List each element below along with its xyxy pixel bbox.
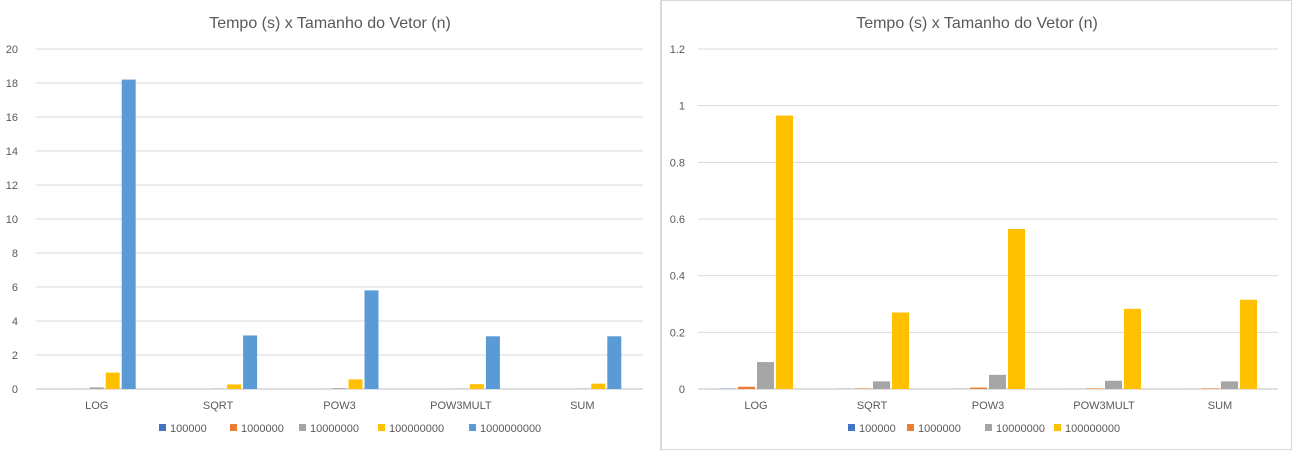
- y-tick-label: 1.2: [670, 44, 685, 56]
- legend-swatch: [230, 424, 237, 431]
- bar: [757, 362, 774, 389]
- chart-title: Tempo (s) x Tamanho do Vetor (n): [209, 15, 451, 32]
- legend-swatch: [299, 424, 306, 431]
- y-tick-label: 0: [12, 384, 18, 396]
- chart-panel-left: Tempo (s) x Tamanho do Vetor (n) 0 2 4 6 8 10 1…: [5, 0, 661, 451]
- y-tick-label: 0.4: [670, 271, 685, 283]
- bar: [364, 290, 379, 389]
- category-label: LOG: [744, 400, 767, 412]
- legend-swatch: [1054, 424, 1061, 431]
- y-tick-label: 4: [12, 316, 18, 328]
- category-label: SQRT: [857, 400, 888, 412]
- category-label: SUM: [1208, 400, 1232, 412]
- bar: [89, 387, 104, 389]
- legend-label: 100000000: [389, 423, 444, 435]
- y-tick-label: 0.6: [670, 214, 685, 226]
- y-tick-label: 0: [679, 384, 685, 396]
- bar: [989, 374, 1006, 389]
- y-tick-label: 18: [6, 78, 18, 90]
- bar: [332, 388, 347, 389]
- legend-swatch: [907, 424, 914, 431]
- category-label: POW3: [972, 400, 1004, 412]
- bar: [854, 388, 871, 389]
- bar: [738, 386, 755, 389]
- legend-swatch: [159, 424, 166, 431]
- bar: [1240, 299, 1257, 389]
- bar: [227, 384, 242, 389]
- y-tick-label: 16: [6, 112, 18, 124]
- y-tick-label: 1: [679, 101, 685, 113]
- legend-label: 100000000: [1065, 423, 1120, 435]
- bar: [1124, 308, 1141, 389]
- legend-label: 100000: [170, 423, 207, 435]
- bar: [892, 312, 909, 389]
- legend-label: 100000: [859, 423, 896, 435]
- bar: [348, 379, 363, 389]
- legend-label: 1000000: [241, 423, 284, 435]
- legend-label: 10000000: [310, 423, 359, 435]
- category-label: POW3MULT: [430, 400, 492, 412]
- y-tick-label: 20: [6, 44, 18, 56]
- legend-swatch: [848, 424, 855, 431]
- category-label: POW3MULT: [1073, 400, 1135, 412]
- legend-label: 1000000000: [480, 423, 541, 435]
- legend-swatch: [378, 424, 385, 431]
- chart-right: Tempo (s) x Tamanho do Vetor (n) 0 0.2 0.4 0…: [670, 15, 1278, 435]
- bar: [591, 383, 606, 389]
- y-tick-label: 0.2: [670, 327, 685, 339]
- chart-panel-right: Tempo (s) x Tamanho do Vetor (n) 0 0.2 0.4 0…: [661, 0, 1292, 451]
- bar: [970, 387, 987, 389]
- category-label: SUM: [570, 400, 594, 412]
- bar: [607, 336, 622, 389]
- category-label: LOG: [85, 400, 108, 412]
- legend-swatch: [469, 424, 476, 431]
- category-label: POW3: [323, 400, 355, 412]
- category-label: SQRT: [203, 400, 234, 412]
- legend-label: 1000000: [918, 423, 961, 435]
- bar: [873, 381, 890, 389]
- y-tick-label: 2: [12, 350, 18, 362]
- bar: [469, 384, 484, 389]
- y-tick-label: 6: [12, 282, 18, 294]
- legend-label: 10000000: [996, 423, 1045, 435]
- y-tick-label: 12: [6, 180, 18, 192]
- legend-swatch: [985, 424, 992, 431]
- bar: [121, 79, 136, 389]
- y-tick-label: 0.8: [670, 157, 685, 169]
- y-tick-label: 10: [6, 214, 18, 226]
- bar: [485, 336, 500, 389]
- bar: [243, 335, 258, 389]
- chart-title: Tempo (s) x Tamanho do Vetor (n): [856, 15, 1098, 32]
- y-tick-label: 14: [6, 146, 18, 158]
- bar: [1086, 388, 1103, 389]
- bar: [105, 372, 120, 389]
- y-tick-label: 8: [12, 248, 18, 260]
- bar: [1202, 388, 1219, 389]
- bar: [1008, 228, 1025, 389]
- chart-left: Tempo (s) x Tamanho do Vetor (n) 0 2 4 6 8 10 1…: [6, 15, 643, 435]
- bar: [776, 115, 793, 389]
- bar: [1221, 381, 1238, 389]
- bar: [1105, 380, 1122, 389]
